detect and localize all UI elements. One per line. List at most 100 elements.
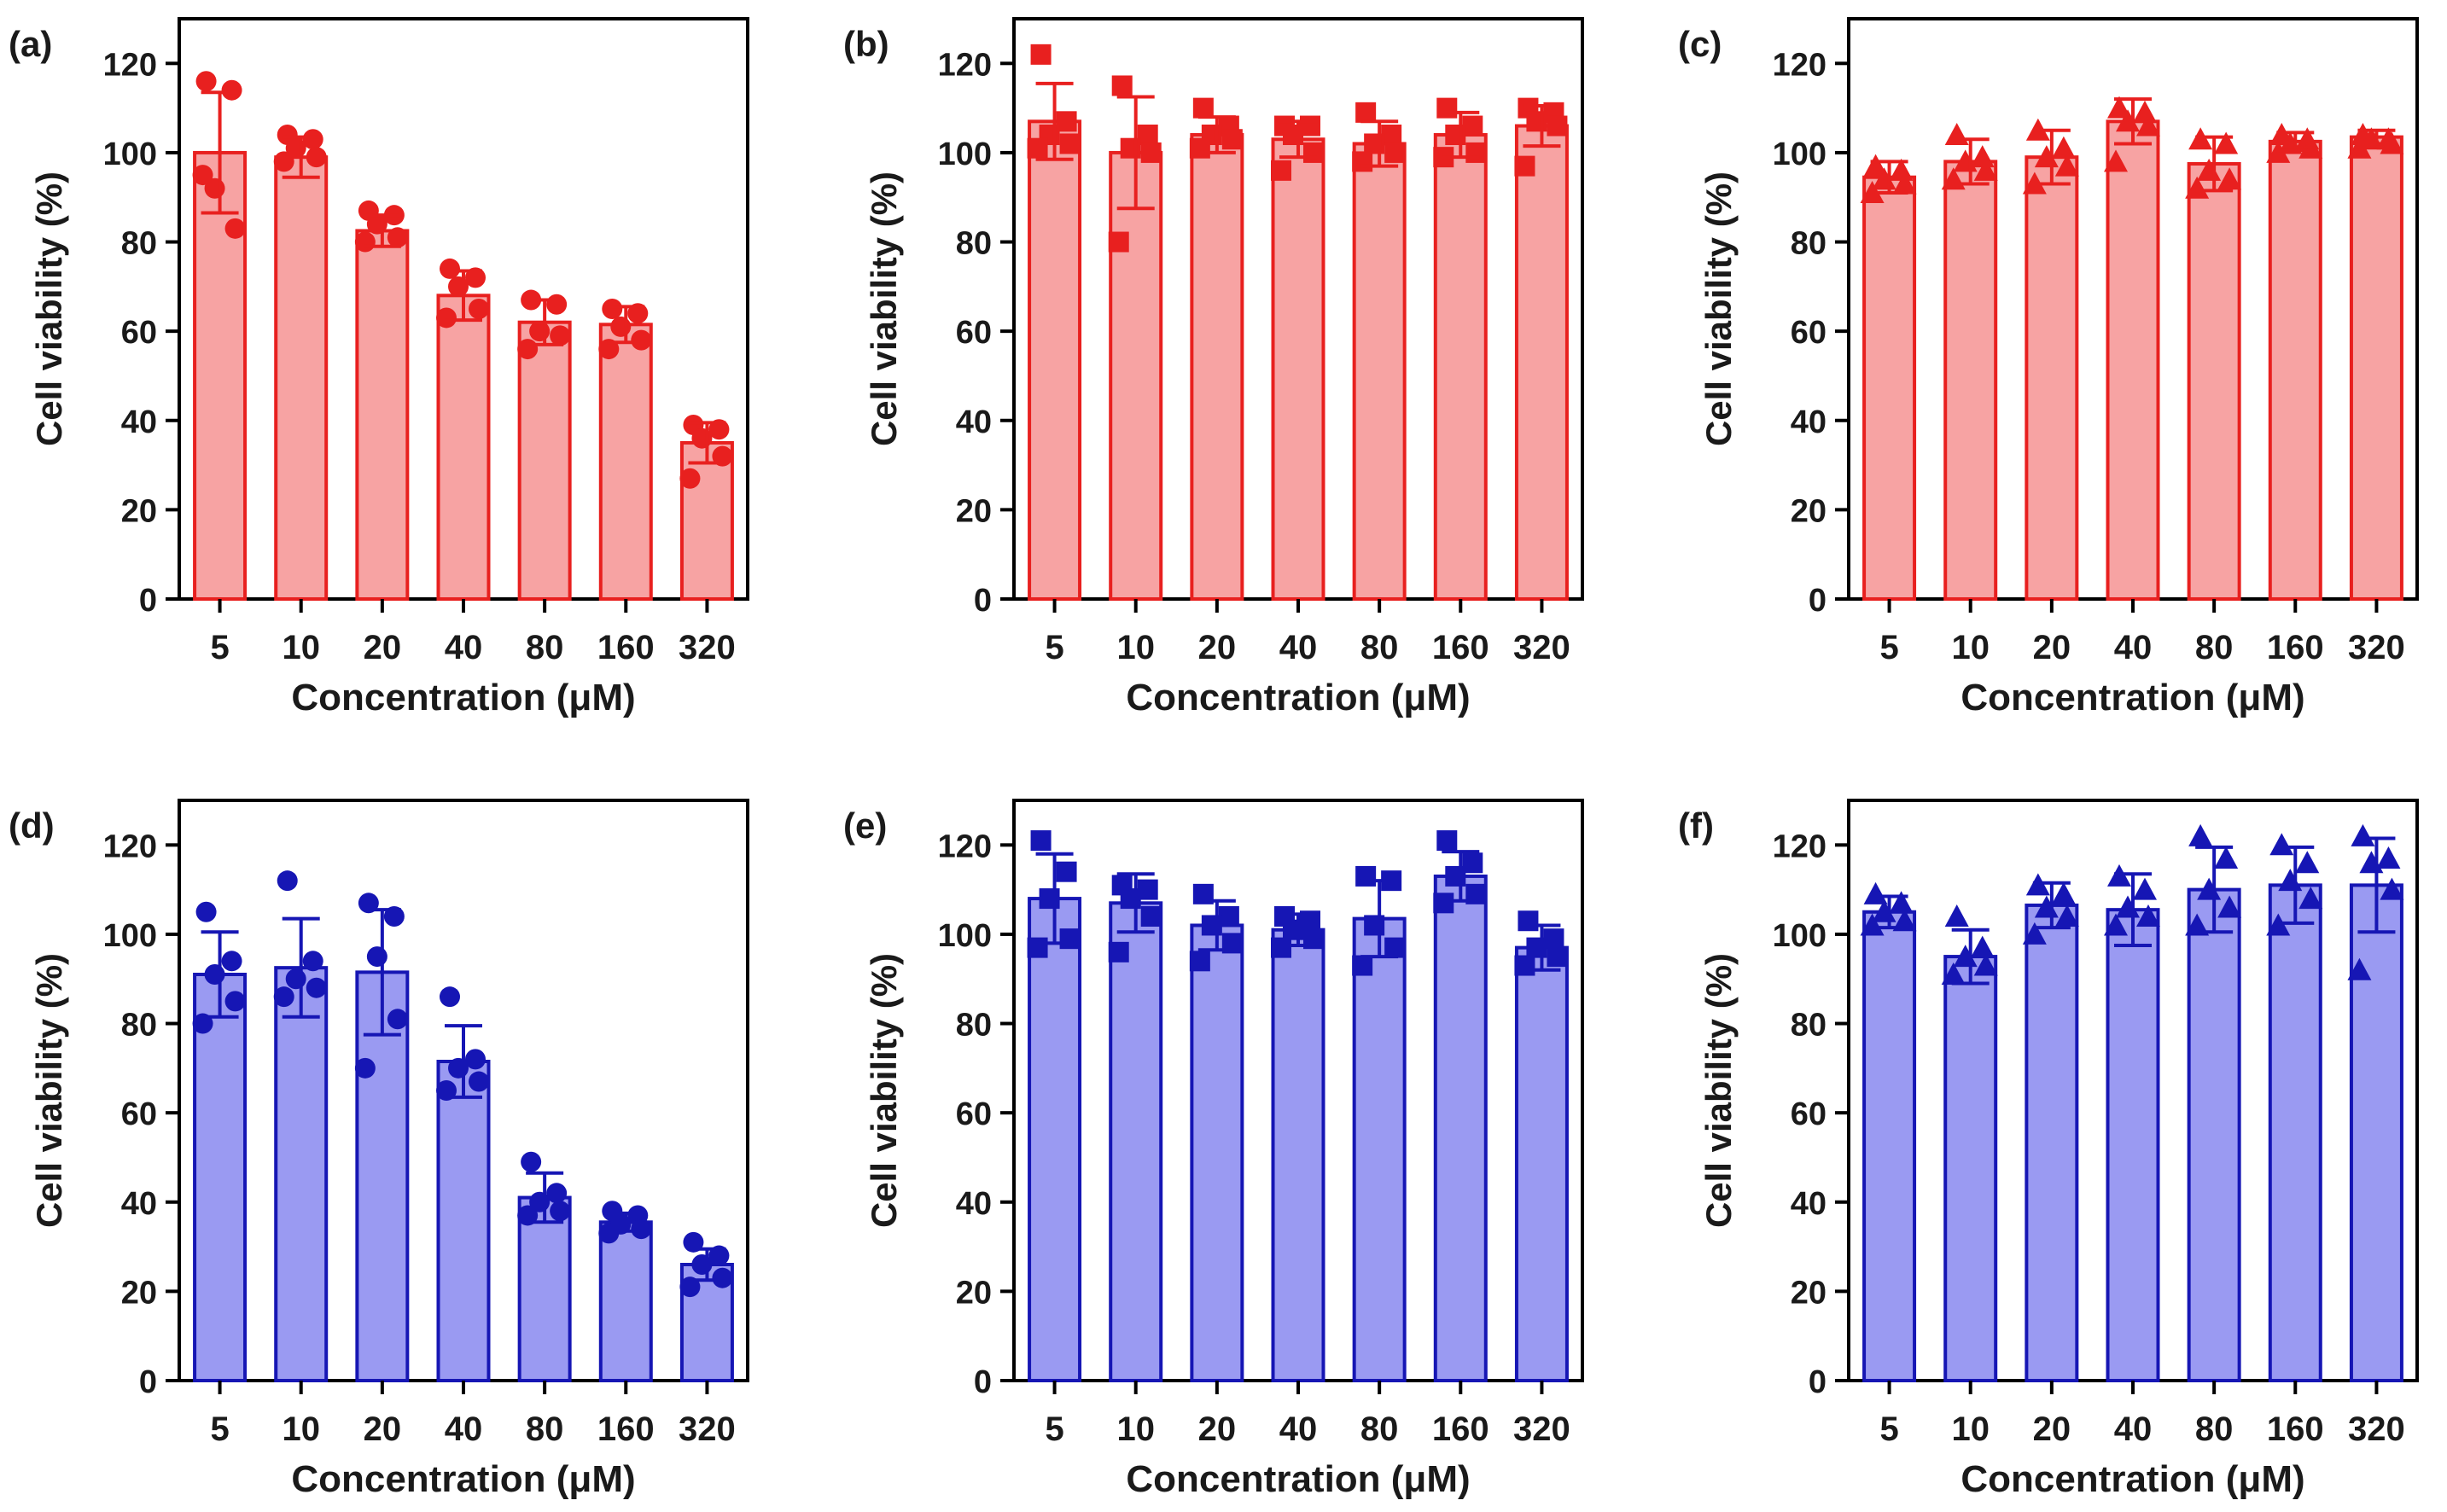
data-point xyxy=(204,964,225,985)
data-point xyxy=(1863,154,1888,177)
data-point xyxy=(448,276,469,297)
bar-80 xyxy=(517,320,572,601)
data-point xyxy=(1889,158,1914,181)
data-point xyxy=(1970,935,1995,958)
data-point xyxy=(2104,913,2128,936)
data-point xyxy=(1384,142,1406,163)
data-point xyxy=(1892,172,1917,195)
x-tick-label: 320 xyxy=(679,1410,736,1448)
bar-10 xyxy=(1943,160,1998,601)
data-point xyxy=(1433,893,1454,914)
data-point xyxy=(192,165,213,186)
y-tick-label: 100 xyxy=(1773,137,1827,172)
y-tick-label: 40 xyxy=(1791,404,1827,440)
y-tick-label: 20 xyxy=(956,493,992,529)
data-point xyxy=(448,1057,469,1079)
data-point xyxy=(1547,115,1568,137)
y-tick-label: 100 xyxy=(1773,918,1827,954)
data-point xyxy=(306,977,327,998)
y-tick-label: 0 xyxy=(139,1364,157,1400)
data-point xyxy=(273,986,294,1008)
data-point xyxy=(440,258,460,279)
data-point xyxy=(302,951,323,972)
data-point xyxy=(2133,100,2157,123)
data-point xyxy=(2136,904,2160,927)
bar-5 xyxy=(1028,897,1082,1382)
data-point xyxy=(1514,155,1535,177)
data-point xyxy=(1973,158,1998,181)
y-tick-label: 80 xyxy=(1791,226,1827,262)
x-tick-label: 320 xyxy=(1513,629,1570,666)
data-point xyxy=(273,151,294,172)
x-tick-label: 160 xyxy=(2267,1410,2324,1448)
bar-320 xyxy=(679,440,734,602)
data-point xyxy=(1059,133,1081,154)
data-point xyxy=(1352,955,1373,976)
bar-320 xyxy=(2349,883,2403,1382)
data-point xyxy=(1973,953,1998,976)
data-point xyxy=(1863,881,1888,904)
y-tick-label: 60 xyxy=(956,1096,992,1132)
data-point xyxy=(1283,919,1303,940)
x-tick-label: 5 xyxy=(1879,1410,1898,1448)
panel-label: (b) xyxy=(843,24,889,64)
data-point xyxy=(1030,44,1052,65)
bar-320 xyxy=(1514,945,1569,1382)
data-point xyxy=(1271,937,1291,958)
y-tick-label: 40 xyxy=(1791,1186,1827,1222)
x-tick-label: 320 xyxy=(2348,629,2405,666)
x-tick-label: 80 xyxy=(526,629,564,666)
data-point xyxy=(1547,946,1568,968)
y-tick-label: 120 xyxy=(103,47,157,83)
y-tick-label: 60 xyxy=(956,315,992,351)
data-point xyxy=(195,901,217,922)
data-point xyxy=(224,991,246,1012)
data-point xyxy=(550,325,571,346)
data-point xyxy=(546,1183,568,1204)
y-tick-label: 40 xyxy=(956,1186,992,1222)
x-tick-label: 40 xyxy=(1279,629,1318,666)
data-point xyxy=(2347,957,2372,980)
y-tick-label: 0 xyxy=(1809,583,1827,619)
data-point xyxy=(1201,915,1222,936)
x-tick-label: 160 xyxy=(597,1410,655,1448)
y-tick-label: 40 xyxy=(121,404,157,440)
data-point xyxy=(2269,833,2294,856)
data-point xyxy=(521,1151,542,1172)
data-point xyxy=(1944,123,1969,145)
data-point xyxy=(1271,160,1291,181)
data-point xyxy=(1364,915,1385,936)
data-point xyxy=(712,1267,733,1288)
y-tick-label: 80 xyxy=(956,1008,992,1044)
y-tick-label: 20 xyxy=(956,1275,992,1311)
data-point xyxy=(602,299,623,319)
bar-5 xyxy=(1862,175,1917,601)
data-point xyxy=(529,321,551,342)
bar-20 xyxy=(2025,155,2079,601)
y-tick-label: 0 xyxy=(1809,1364,1827,1400)
data-point xyxy=(465,1049,486,1070)
x-tick-label: 10 xyxy=(1116,629,1155,666)
data-point xyxy=(436,307,457,329)
bar-5 xyxy=(193,973,248,1382)
data-point xyxy=(1283,125,1303,145)
y-tick-label: 80 xyxy=(121,1008,157,1044)
data-point xyxy=(285,968,306,990)
bar-10 xyxy=(1943,955,1998,1382)
bar-10 xyxy=(274,966,329,1382)
y-tick-label: 60 xyxy=(1791,315,1827,351)
y-tick-label: 100 xyxy=(938,918,992,954)
data-point xyxy=(2133,877,2157,900)
bar-80 xyxy=(2187,887,2241,1382)
data-point xyxy=(1189,137,1210,159)
data-point xyxy=(2051,881,2076,904)
bar-40 xyxy=(1271,928,1325,1382)
data-point xyxy=(2214,131,2239,154)
data-point xyxy=(2136,113,2160,137)
data-point xyxy=(1436,97,1458,119)
x-tick-label: 5 xyxy=(1045,1410,1063,1448)
y-tick-label: 120 xyxy=(1773,829,1827,864)
x-axis-label: Concentration (μM) xyxy=(1126,677,1470,718)
data-point xyxy=(1436,830,1458,852)
